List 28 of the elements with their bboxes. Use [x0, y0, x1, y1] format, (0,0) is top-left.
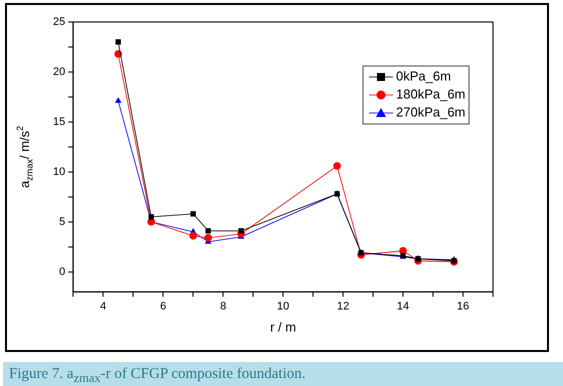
x-tick-label: 10: [276, 300, 290, 312]
legend-label: 270kPa_6m: [396, 104, 466, 120]
x-tick-label: 4: [100, 300, 106, 312]
x-tick-label: 6: [160, 300, 166, 312]
x-tick-label: 16: [456, 300, 470, 312]
x-tick-label: 14: [396, 300, 410, 312]
y-axis-title: azmax/ m/s2: [15, 126, 34, 188]
y-tick-label: 5: [59, 216, 66, 228]
point: [190, 211, 196, 217]
point: [189, 232, 197, 240]
point: [204, 234, 212, 242]
point: [114, 97, 122, 103]
x-tick-label: 8: [220, 300, 226, 312]
point: [116, 39, 121, 45]
y-tick-label: 15: [52, 116, 66, 128]
legend-label: 180kPa_6m: [396, 86, 466, 102]
y-tick-label: 25: [52, 16, 66, 28]
caption: Figure 7. a$_{zmax}$-r of CFGP composite foundation.: [3, 362, 563, 386]
point: [148, 214, 154, 220]
y-tick-label: 20: [52, 66, 66, 78]
point: [333, 162, 341, 170]
x-tick-label: 12: [336, 300, 350, 312]
x-axis-title: r / m: [270, 319, 296, 334]
y-tick-label: 0: [59, 266, 66, 278]
y-tick-label: 10: [52, 166, 66, 178]
legend-label: 0kPa_6m: [396, 68, 451, 84]
point: [238, 228, 244, 234]
point: [205, 228, 211, 234]
